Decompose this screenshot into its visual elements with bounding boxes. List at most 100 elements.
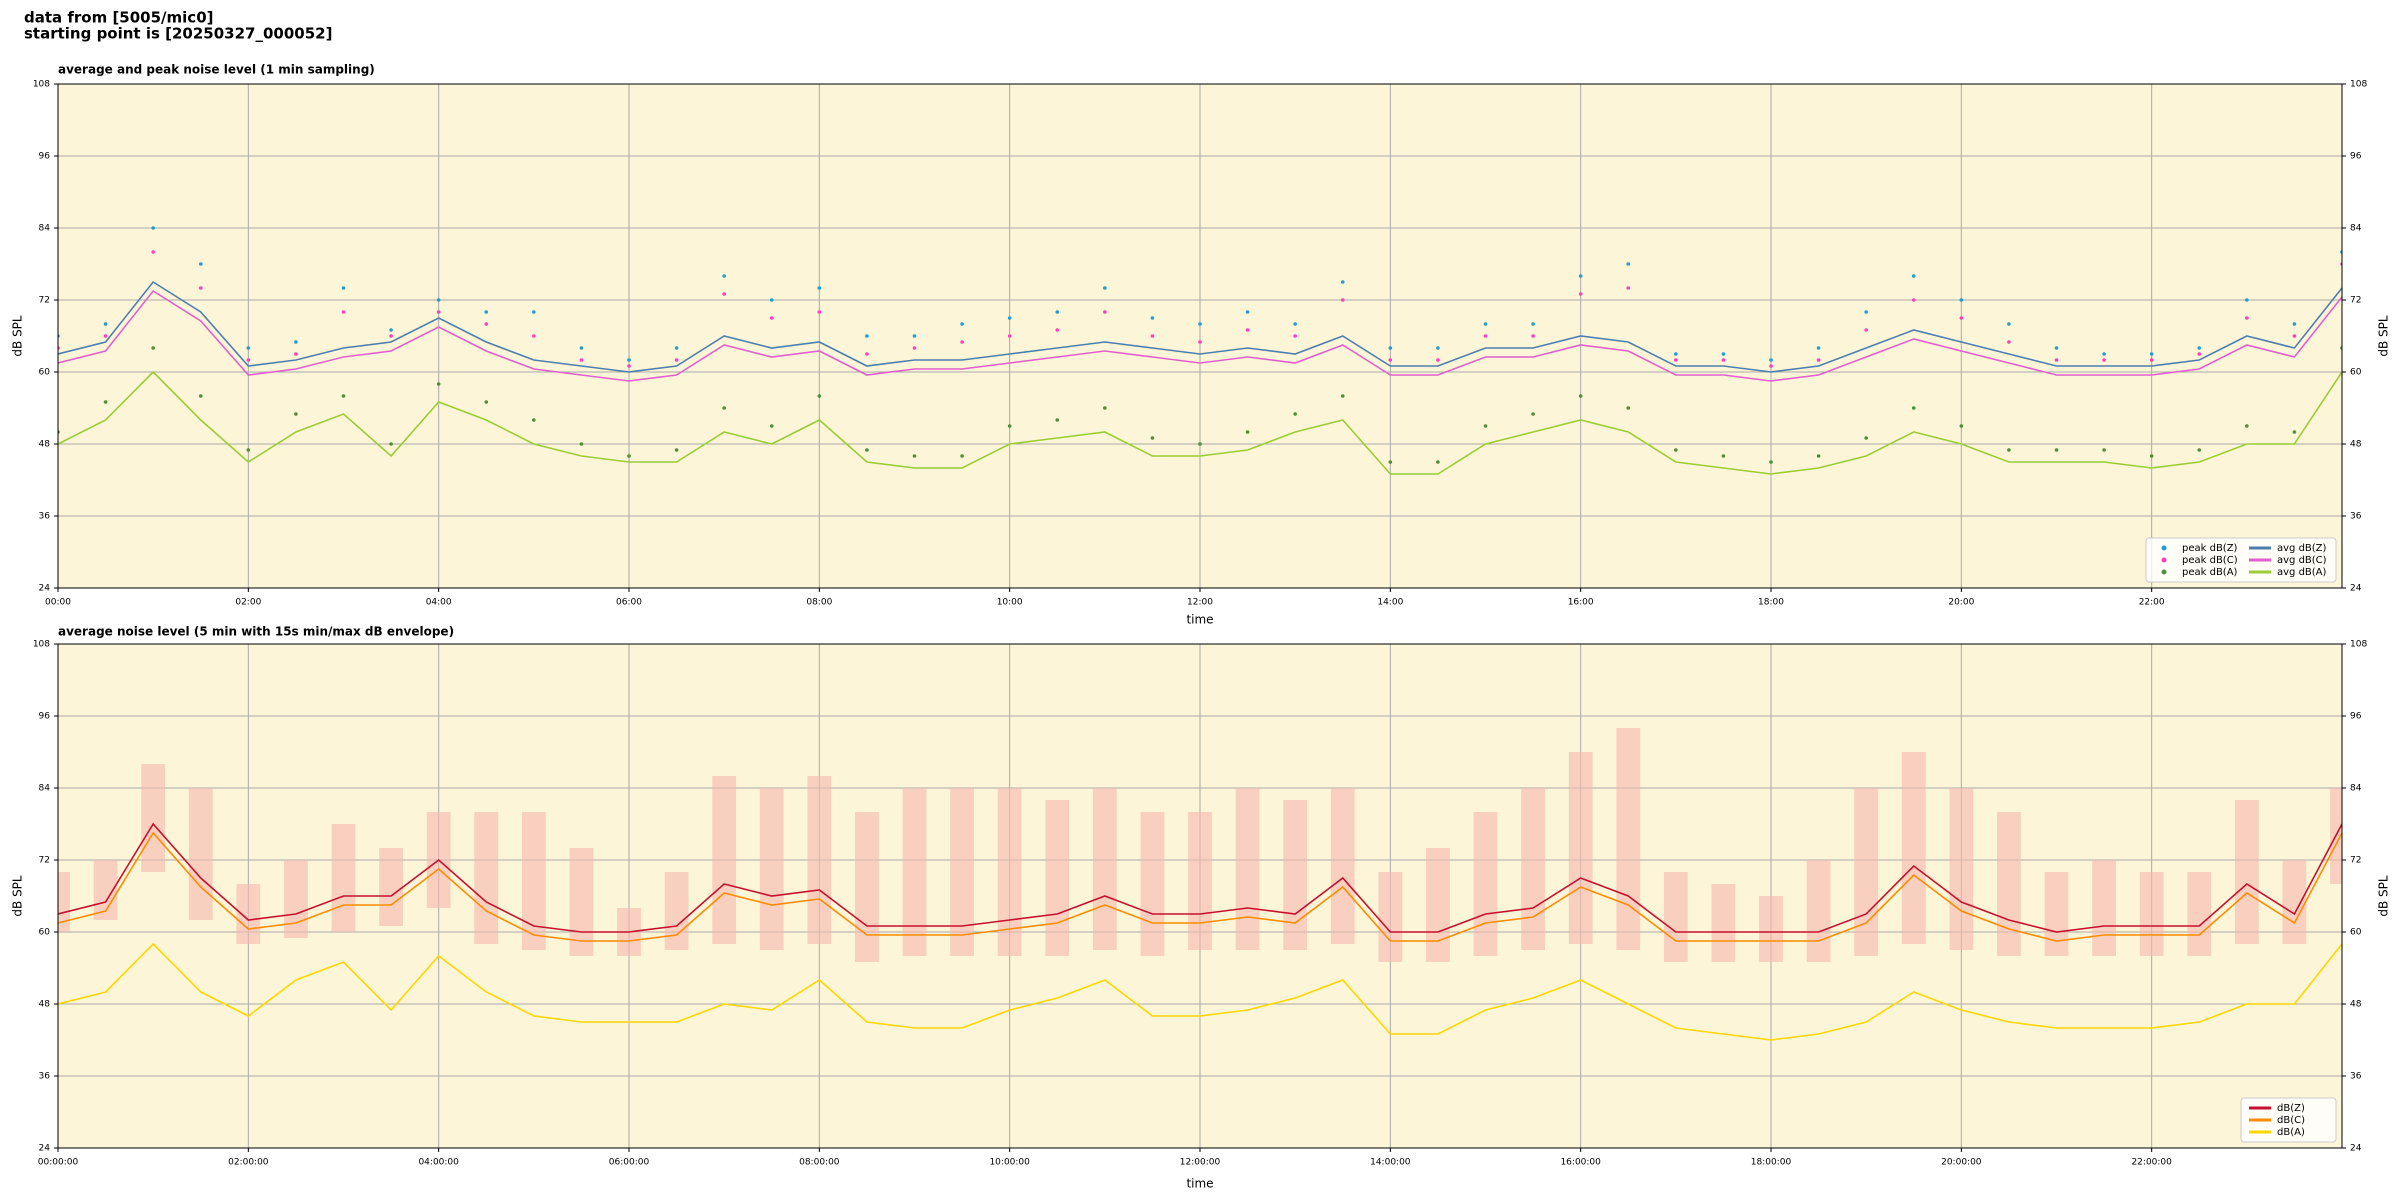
peak-point bbox=[484, 310, 489, 314]
peak-point bbox=[912, 346, 917, 350]
peak-point bbox=[1245, 328, 1250, 332]
peak-point bbox=[341, 286, 346, 290]
peak-point bbox=[1911, 298, 1916, 302]
peak-point bbox=[1150, 334, 1155, 338]
y-tick-label: 48 bbox=[2350, 440, 2362, 450]
peak-point bbox=[389, 334, 393, 338]
envelope-band bbox=[474, 812, 499, 944]
peak-point bbox=[1721, 454, 1726, 458]
peak-point bbox=[1293, 322, 1297, 326]
y-tick-label: 108 bbox=[2350, 80, 2367, 90]
envelope-band bbox=[379, 848, 403, 926]
peak-point bbox=[1245, 310, 1250, 314]
legend-label: peak dB(Z) bbox=[2182, 543, 2238, 554]
peak-point bbox=[484, 322, 489, 326]
legend-label: peak dB(C) bbox=[2182, 555, 2238, 566]
peak-point bbox=[1483, 424, 1488, 428]
peak-point bbox=[532, 418, 536, 422]
x-tick-label: 14:00:00 bbox=[1370, 1158, 1411, 1168]
x-tick-label: 18:00:00 bbox=[1751, 1158, 1792, 1168]
y-tick-label: 60 bbox=[39, 928, 51, 938]
peak-point bbox=[2245, 298, 2249, 302]
envelope-band bbox=[997, 788, 1022, 956]
peak-point bbox=[579, 442, 584, 446]
peak-point bbox=[1816, 454, 1821, 458]
x-tick-label: 04:00:00 bbox=[418, 1158, 459, 1168]
series-line bbox=[58, 370, 2342, 475]
peak-point bbox=[2054, 358, 2059, 362]
peak-point bbox=[2102, 448, 2106, 452]
peak-point bbox=[722, 274, 726, 278]
envelope-band bbox=[2234, 800, 2259, 944]
peak-point bbox=[1055, 418, 1060, 422]
legend-label: dB(C) bbox=[2277, 1115, 2305, 1126]
peak-point bbox=[103, 400, 108, 404]
y-tick-label: 48 bbox=[39, 440, 51, 450]
peak-point bbox=[436, 310, 441, 314]
peak-point bbox=[1436, 346, 1440, 350]
peak-point bbox=[246, 346, 251, 350]
legend-marker bbox=[2161, 557, 2167, 563]
y-tick-label: 24 bbox=[39, 1144, 51, 1154]
legend-label: avg dB(Z) bbox=[2277, 543, 2327, 554]
peak-point bbox=[817, 394, 822, 398]
peak-point bbox=[341, 310, 346, 314]
y-tick-label: 96 bbox=[39, 152, 51, 162]
peak-point bbox=[769, 424, 774, 428]
peak-point bbox=[2292, 334, 2297, 338]
series-line bbox=[58, 831, 2342, 942]
peak-point bbox=[2007, 340, 2011, 344]
envelope-band bbox=[712, 776, 737, 944]
envelope-band bbox=[284, 860, 308, 938]
peak-point bbox=[198, 262, 203, 266]
envelope-band bbox=[236, 884, 261, 944]
legend-label: avg dB(A) bbox=[2277, 567, 2327, 578]
peak-point bbox=[1245, 430, 1250, 434]
legend-label: avg dB(C) bbox=[2277, 555, 2327, 566]
x-tick-label: 00:00 bbox=[45, 598, 71, 608]
envelope-band bbox=[1473, 812, 1498, 956]
envelope-band bbox=[1806, 860, 1831, 962]
y-axis-label: dB SPL bbox=[11, 875, 25, 917]
peak-point bbox=[151, 226, 155, 230]
x-tick-label: 18:00 bbox=[1758, 598, 1784, 608]
peak-point bbox=[674, 448, 679, 452]
envelope-band bbox=[1568, 752, 1593, 944]
plot-area bbox=[58, 226, 2342, 475]
peak-point bbox=[2007, 448, 2011, 452]
peak-point bbox=[1769, 358, 1773, 362]
peak-point bbox=[2197, 448, 2202, 452]
envelope-band bbox=[664, 872, 689, 950]
peak-point bbox=[2245, 424, 2249, 428]
peak-point bbox=[1293, 334, 1297, 338]
peak-point bbox=[817, 310, 822, 314]
envelope-band bbox=[1759, 896, 1783, 962]
y-tick-label: 36 bbox=[2350, 512, 2362, 522]
peak-point bbox=[1959, 424, 1964, 428]
x-tick-label: 02:00 bbox=[235, 598, 261, 608]
peak-point bbox=[1055, 310, 1060, 314]
envelope-band bbox=[2139, 872, 2164, 956]
peak-point bbox=[1150, 316, 1155, 320]
peak-point bbox=[769, 316, 774, 320]
x-tick-label: 12:00:00 bbox=[1180, 1158, 1221, 1168]
peak-point bbox=[1578, 292, 1583, 296]
y-tick-label: 36 bbox=[2350, 1072, 2362, 1082]
x-tick-label: 22:00:00 bbox=[2131, 1158, 2172, 1168]
y-axis-label: dB SPL bbox=[2377, 875, 2391, 917]
peak-point bbox=[2197, 346, 2202, 350]
peak-point bbox=[436, 382, 441, 386]
series-line bbox=[58, 942, 2342, 1041]
envelope-band bbox=[1330, 788, 1355, 944]
peak-point bbox=[2292, 322, 2297, 326]
plot-area bbox=[58, 728, 2342, 1041]
peak-point bbox=[1578, 394, 1583, 398]
y-tick-label: 96 bbox=[2350, 152, 2362, 162]
subplot-title: average noise level (5 min with 15s min/… bbox=[58, 625, 454, 639]
y-tick-label: 84 bbox=[2350, 224, 2362, 234]
x-tick-label: 08:00:00 bbox=[799, 1158, 840, 1168]
envelope-band bbox=[188, 788, 213, 920]
peak-point bbox=[912, 334, 917, 338]
peak-point bbox=[1626, 406, 1631, 410]
